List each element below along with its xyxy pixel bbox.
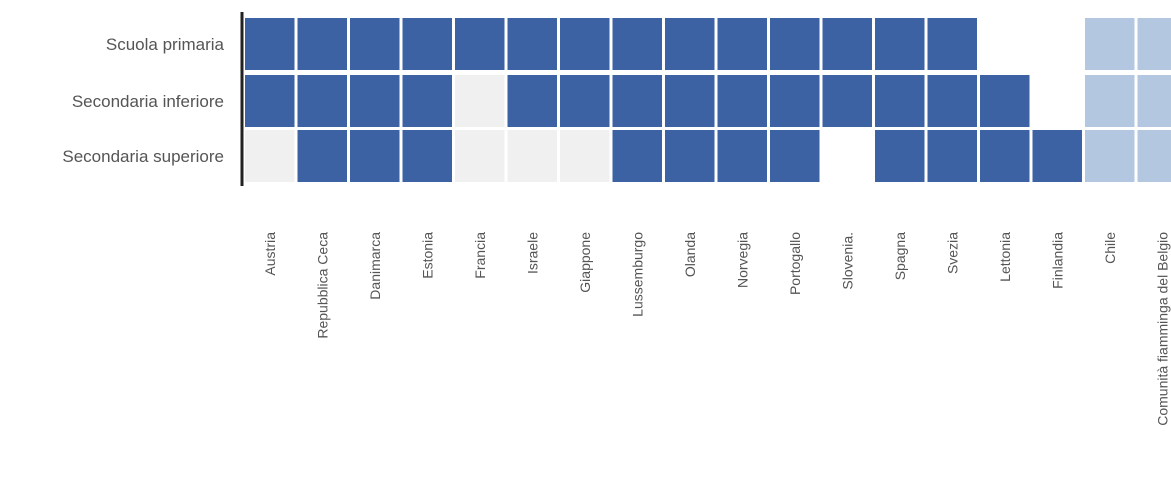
heatmap-cell-r2-c3 (402, 130, 452, 182)
heatmap-cell-r1-c3 (402, 75, 452, 127)
heatmap-cell-r1-c0 (245, 75, 295, 127)
heatmap-cell-r0-c14 (980, 18, 1030, 70)
heatmap-cell-r2-c17 (1137, 130, 1171, 182)
column-label: Slovenia. (839, 232, 855, 290)
heatmap-cell-r1-c1 (297, 75, 347, 127)
heatmap-cell-r1-c16 (1085, 75, 1135, 127)
row-label: Scuola primaria (106, 35, 225, 54)
heatmap-cell-r0-c6 (560, 18, 610, 70)
heatmap-cell-r2-c7 (612, 130, 662, 182)
heatmap-cell-r0-c5 (507, 18, 557, 70)
row-labels: Scuola primaria Secondaria inferiore Secon… (62, 35, 224, 166)
heatmap-cell-r0-c9 (717, 18, 767, 70)
column-label: Giappone (577, 232, 593, 293)
heatmap-cell-r2-c4 (455, 130, 505, 182)
heatmap-cell-r0-c2 (350, 18, 400, 70)
column-label: Danimarca (367, 232, 383, 300)
column-label: Chile (1102, 232, 1118, 264)
heatmap-cell-r0-c17 (1137, 18, 1171, 70)
heatmap-cell-r0-c4 (455, 18, 505, 70)
heatmap-cell-r1-c15 (1032, 75, 1082, 127)
heatmap-cell-r0-c8 (665, 18, 715, 70)
heatmap-cell-r1-c6 (560, 75, 610, 127)
column-label: Estonia (419, 232, 435, 279)
heatmap-cell-r2-c6 (560, 130, 610, 182)
heatmap-cell-r2-c2 (350, 130, 400, 182)
heatmap-cell-r0-c7 (612, 18, 662, 70)
heatmap-cell-r0-c12 (875, 18, 925, 70)
heatmap-cell-r0-c15 (1032, 18, 1082, 70)
heatmap-cell-r1-c4 (455, 75, 505, 127)
column-label: Israele (524, 232, 540, 274)
heatmap-cell-r1-c5 (507, 75, 557, 127)
heatmap-cell-r1-c14 (980, 75, 1030, 127)
heatmap-cell-r0-c16 (1085, 18, 1135, 70)
heatmap-cell-r1-c9 (717, 75, 767, 127)
heatmap-cell-r2-c0 (245, 130, 295, 182)
column-label: Repubblica Ceca (314, 232, 330, 339)
heatmap-cell-r2-c15 (1032, 130, 1082, 182)
column-label: Lussemburgo (629, 232, 645, 317)
heatmap-cell-r0-c0 (245, 18, 295, 70)
column-label: Francia (472, 232, 488, 279)
column-label: Lettonia (997, 232, 1013, 282)
heatmap-cell-r1-c2 (350, 75, 400, 127)
heatmap-cells (245, 18, 1171, 182)
column-label: Spagna (892, 232, 908, 280)
heatmap-cell-r0-c3 (402, 18, 452, 70)
heatmap-cell-r2-c11 (822, 130, 872, 182)
column-label: Finlandia (1049, 232, 1065, 289)
heatmap-cell-r2-c12 (875, 130, 925, 182)
column-labels: Austria Repubblica Ceca Danimarca Estonia Fr… (262, 232, 1171, 426)
heatmap-cell-r2-c10 (770, 130, 820, 182)
heatmap-cell-r1-c11 (822, 75, 872, 127)
heatmap-cell-r1-c17 (1137, 75, 1171, 127)
heatmap-cell-r1-c8 (665, 75, 715, 127)
column-label: Portogallo (787, 232, 803, 295)
row-label: Secondaria superiore (62, 147, 224, 166)
heatmap-cell-r1-c12 (875, 75, 925, 127)
heatmap-cell-r2-c16 (1085, 130, 1135, 182)
column-label: Svezia (944, 232, 960, 274)
row-label: Secondaria inferiore (72, 92, 224, 111)
heatmap-cell-r2-c9 (717, 130, 767, 182)
heatmap-cell-r1-c13 (927, 75, 977, 127)
heatmap-cell-r2-c13 (927, 130, 977, 182)
column-label: Comunità fiamminga del Belgio (1154, 232, 1170, 426)
heatmap-cell-r2-c5 (507, 130, 557, 182)
heatmap-cell-r0-c1 (297, 18, 347, 70)
heatmap-cell-r2-c14 (980, 130, 1030, 182)
heatmap-cell-r1-c7 (612, 75, 662, 127)
heatmap-cell-r1-c10 (770, 75, 820, 127)
column-label: Olanda (682, 232, 698, 277)
heatmap-cell-r0-c10 (770, 18, 820, 70)
column-label: Austria (262, 232, 278, 276)
heatmap-cell-r0-c11 (822, 18, 872, 70)
heatmap-cell-r2-c8 (665, 130, 715, 182)
heatmap-cell-r0-c13 (927, 18, 977, 70)
column-label: Norvegia (734, 232, 750, 288)
heatmap-cell-r2-c1 (297, 130, 347, 182)
